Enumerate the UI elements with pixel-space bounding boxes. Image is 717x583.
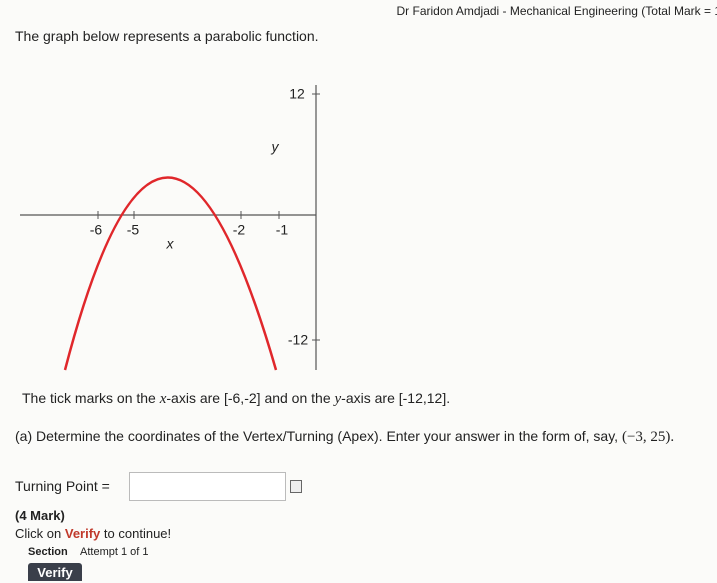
math-editor-icon[interactable] [290, 480, 302, 493]
intro: The graph below represents a parabolic f… [15, 28, 319, 44]
text: -axis are [166, 390, 221, 406]
instruction: Click on Verify to continue! [15, 526, 171, 541]
graph-label: -12 [288, 332, 308, 348]
text: -axis are [341, 390, 395, 406]
answer-input[interactable] [129, 472, 286, 501]
math: (−3, 25). [621, 429, 675, 445]
text: [-12,12]. [398, 390, 451, 406]
text: and on the [264, 390, 331, 406]
tick-info: The tick marks on the x-axis are [-6,-2]… [22, 390, 450, 408]
part-a: (a) Determine the coordinates of the Ver… [15, 428, 674, 446]
text: [-6,-2] [223, 390, 261, 406]
header-title: Dr Faridon Amdjadi - Mechanical Engineer… [396, 4, 717, 18]
attempt: Attempt 1 of 1 [80, 546, 149, 558]
text: Click on [15, 526, 62, 541]
answer-label: Turning Point = [15, 478, 110, 494]
graph-label: -5 [127, 222, 140, 238]
graph-label: -1 [276, 222, 289, 238]
parabola [63, 176, 278, 371]
graph-label: y [271, 139, 280, 155]
verify-button[interactable]: Verify [28, 563, 82, 581]
text: (a) Determine the coordinates of the Ver… [15, 428, 619, 444]
math: x [159, 391, 167, 407]
graph-label: 12 [289, 86, 305, 102]
graph-label: -6 [90, 222, 103, 238]
text: Verify [64, 526, 101, 541]
section: Section [28, 546, 68, 558]
graph: 12 y -6 -5 -2 -1 x -12 [20, 85, 320, 371]
text: to continue! [103, 526, 172, 541]
math: y [334, 391, 342, 407]
graph-label: -2 [233, 222, 246, 238]
marks: (4 Mark) [15, 508, 65, 523]
graph-label: x [166, 236, 175, 252]
text: The tick marks on the [22, 390, 156, 406]
